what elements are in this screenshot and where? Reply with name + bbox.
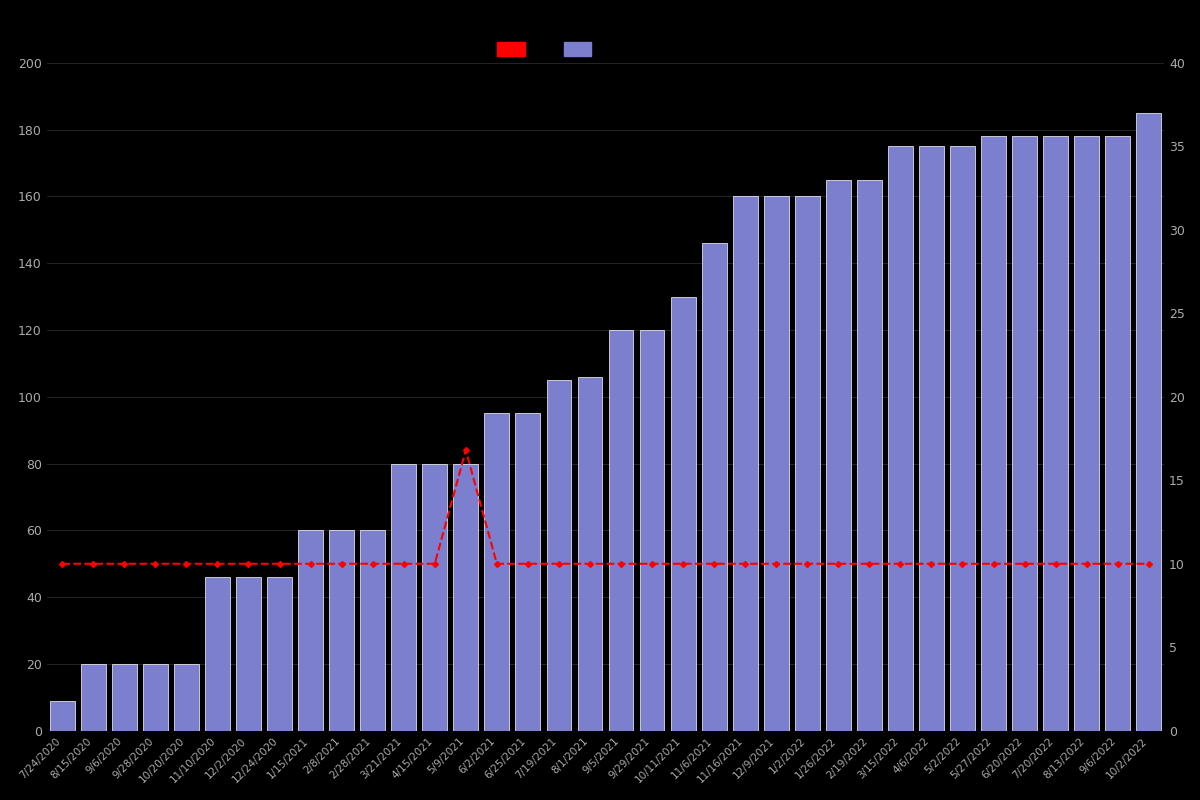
Bar: [143, 664, 168, 730]
Bar: [80, 664, 106, 730]
Bar: [454, 463, 479, 730]
Bar: [236, 577, 260, 730]
Bar: [391, 463, 416, 730]
Bar: [50, 701, 74, 730]
Bar: [1074, 136, 1099, 730]
Bar: [205, 577, 230, 730]
Bar: [1012, 136, 1037, 730]
Bar: [577, 377, 602, 730]
Bar: [1136, 113, 1162, 730]
Bar: [671, 297, 696, 730]
Bar: [826, 180, 851, 730]
Bar: [982, 136, 1006, 730]
Bar: [422, 463, 448, 730]
Bar: [950, 146, 974, 730]
Bar: [640, 330, 665, 730]
Bar: [112, 664, 137, 730]
Bar: [1043, 136, 1068, 730]
Bar: [764, 197, 788, 730]
Bar: [888, 146, 913, 730]
Bar: [329, 530, 354, 730]
Bar: [608, 330, 634, 730]
Bar: [516, 414, 540, 730]
Bar: [733, 197, 757, 730]
Bar: [174, 664, 199, 730]
Bar: [298, 530, 323, 730]
Bar: [702, 243, 726, 730]
Bar: [268, 577, 292, 730]
Legend: , : ,: [491, 37, 608, 62]
Bar: [360, 530, 385, 730]
Bar: [1105, 136, 1130, 730]
Bar: [857, 180, 882, 730]
Bar: [794, 197, 820, 730]
Bar: [485, 414, 509, 730]
Bar: [546, 380, 571, 730]
Bar: [919, 146, 944, 730]
